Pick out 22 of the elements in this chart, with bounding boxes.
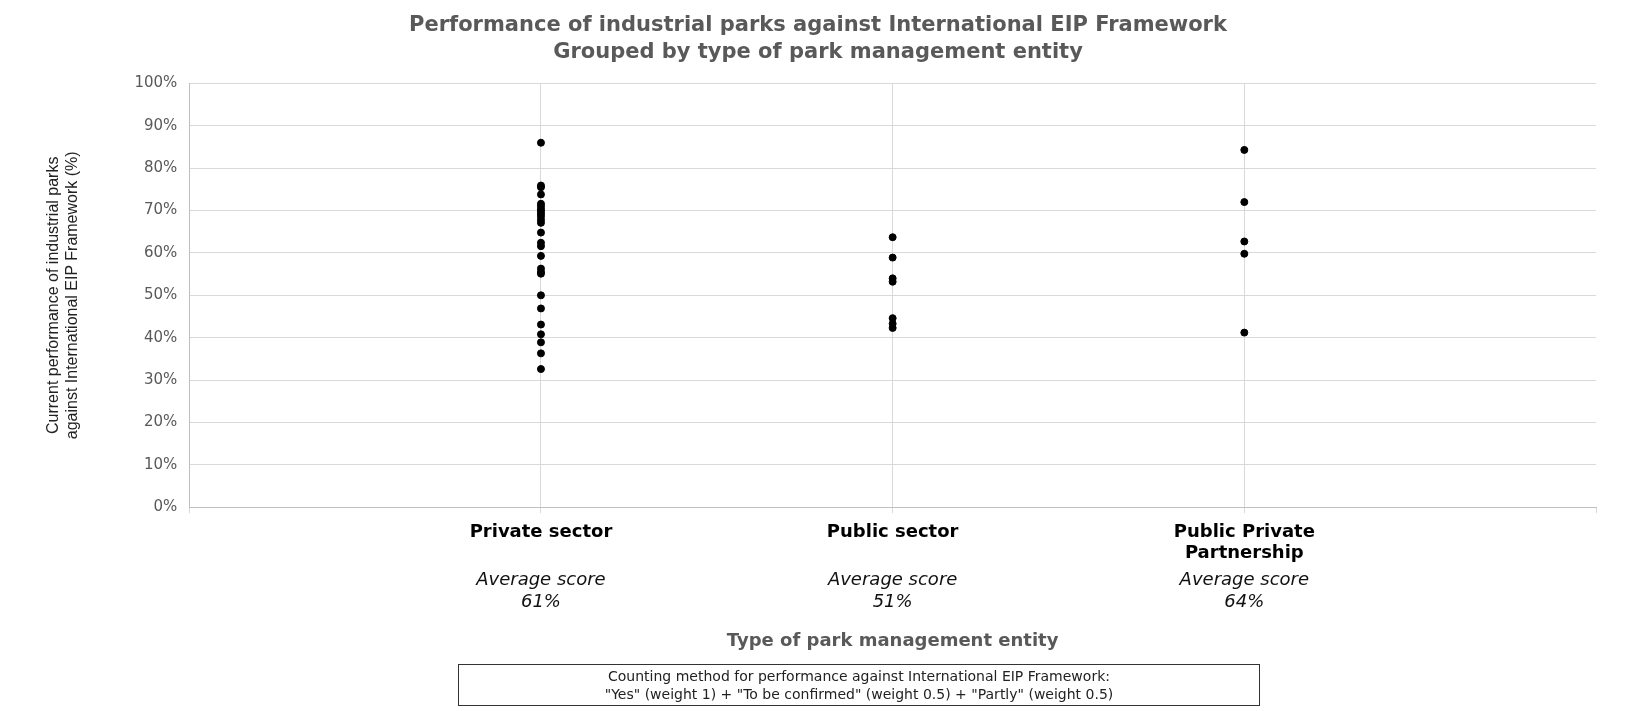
y-axis-title: Current performance of industrial parks against International EIP Framework (%) [44, 151, 81, 440]
text: Average score 61% [475, 568, 606, 612]
x-axis-title: Type of park management entity [726, 628, 1059, 650]
x-tick-label: Private sector [469, 519, 613, 541]
text: Average score 51% [826, 568, 958, 612]
y-tick-label: 70% [143, 200, 178, 219]
chart-title: Performance of industrial parks against International EIP Framework [409, 12, 1228, 37]
y-tick-label: 0% [153, 497, 178, 516]
y-tick-label: 30% [143, 369, 178, 388]
y-tick-label: 60% [143, 242, 178, 261]
chart-subtitle: Grouped by type of park management entity [553, 39, 1084, 64]
y-tick-label: 10% [143, 454, 178, 473]
note-box: Counting method for performance against International EIP Framework: "Yes" (weight 1) + "To be confirmed" (weight 0.5) + "Partly" (weight 0.5) [458, 664, 1260, 706]
y-tick-label: 100% [134, 73, 178, 92]
y-tick-label: 80% [143, 158, 178, 177]
x-tick-label: Public sector [826, 519, 959, 541]
y-tick-label: 20% [143, 412, 178, 431]
y-tick-label: 90% [143, 115, 178, 134]
x-tick-label: Public Private Partnership [1173, 519, 1315, 563]
y-tick-label: 50% [143, 285, 178, 304]
text: Average score 64% [1178, 568, 1310, 612]
y-tick-label: 40% [143, 327, 178, 346]
